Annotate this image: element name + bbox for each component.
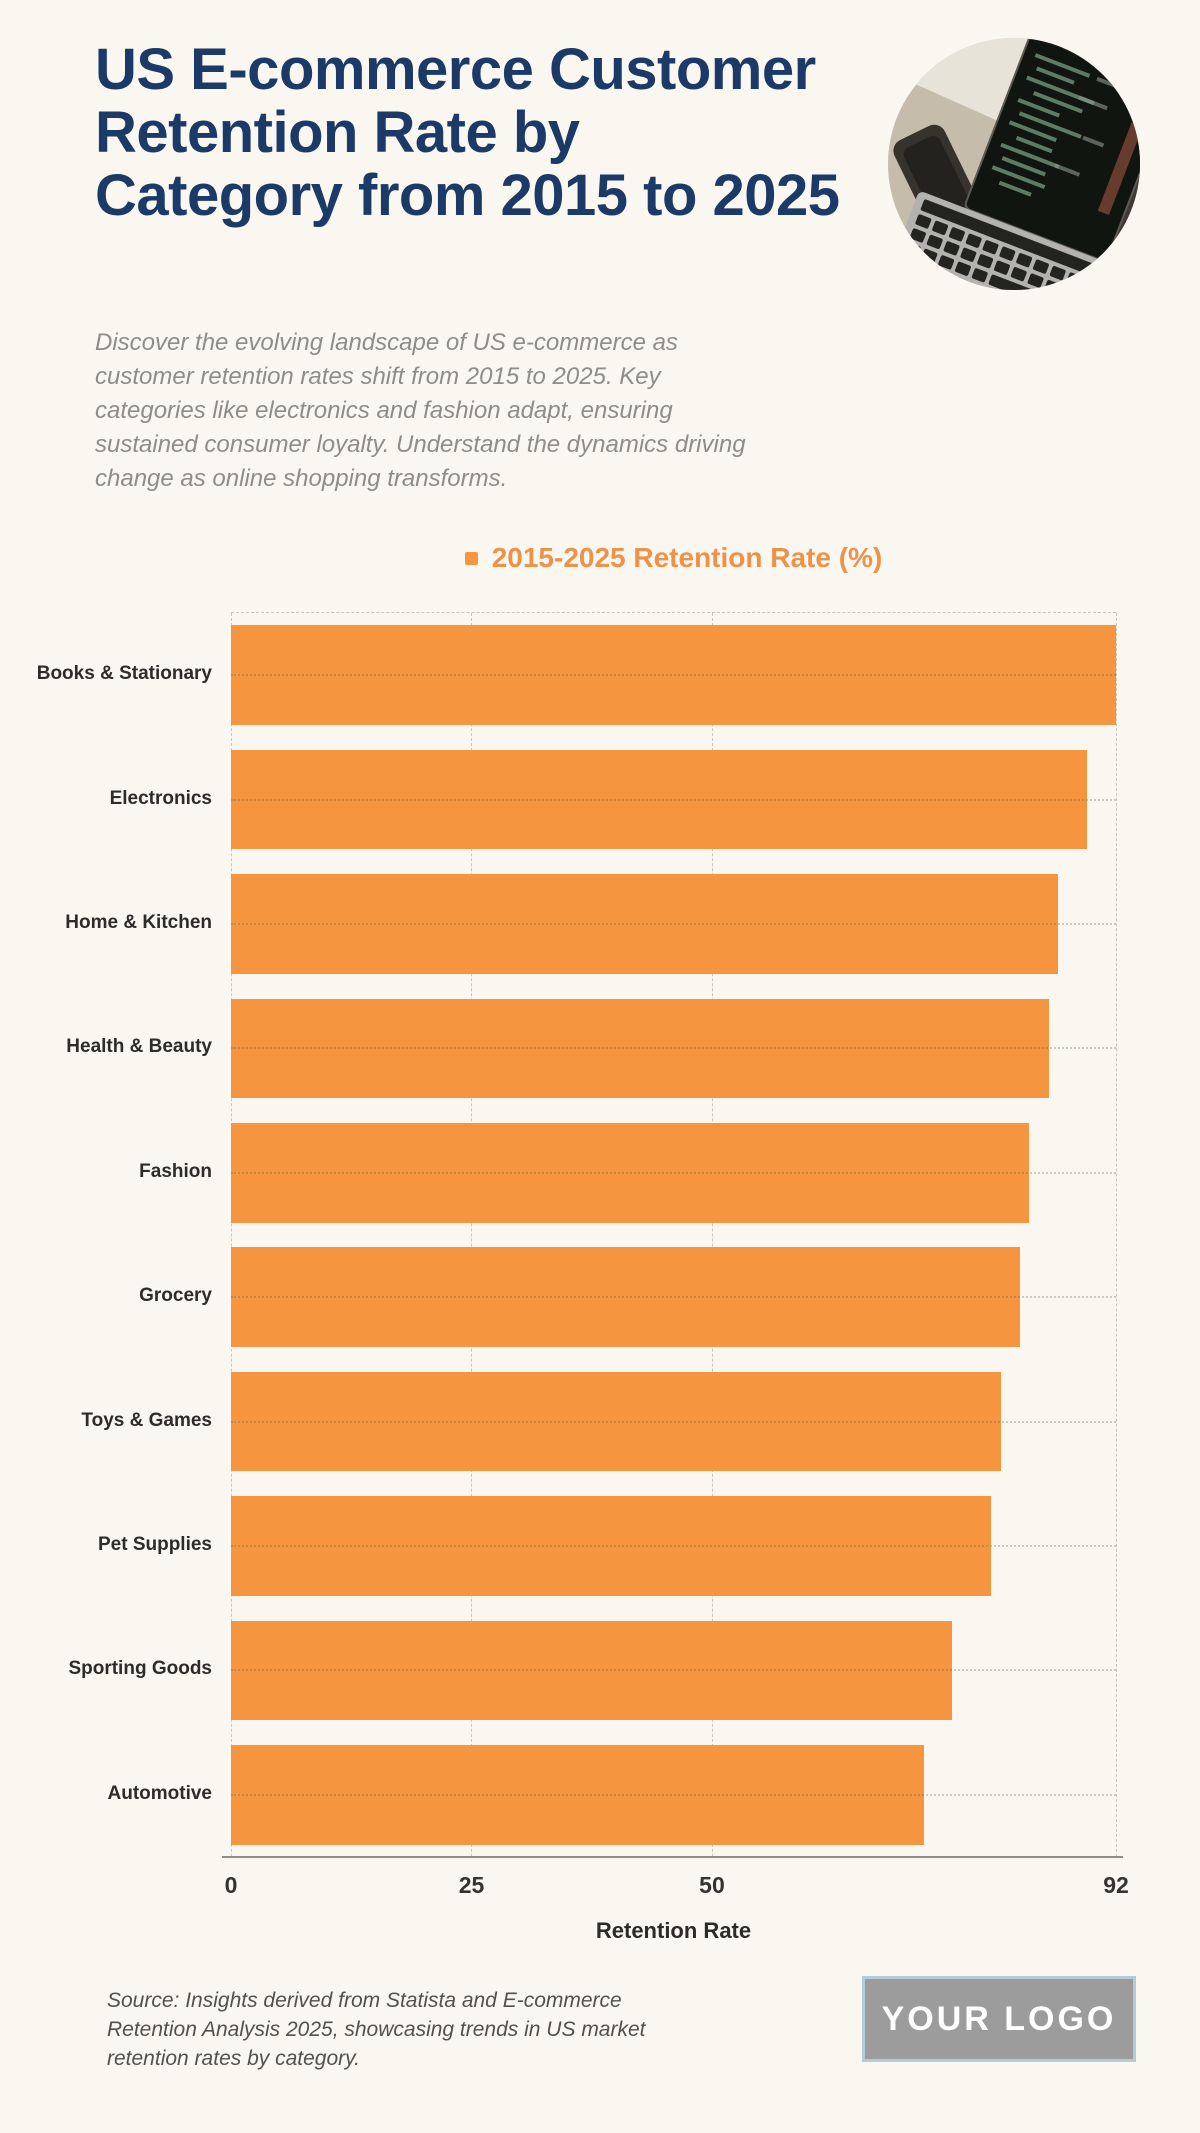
category-label: Toys & Games (81, 1409, 212, 1431)
gridline-x-25 (471, 613, 473, 1857)
bar (231, 1620, 953, 1721)
logo-text: YOUR LOGO (881, 1999, 1117, 2038)
gridline-row (231, 1047, 1116, 1050)
bar (231, 749, 1088, 850)
gridline-row (231, 798, 1116, 801)
x-tick-label-25: 25 (458, 1872, 485, 1898)
category-label: Health & Beauty (66, 1036, 212, 1058)
legend-swatch-icon (464, 551, 478, 565)
bar (231, 1745, 924, 1845)
gridline-x-92 (1116, 613, 1117, 1857)
laptop-photo (888, 38, 1140, 290)
bar (231, 1123, 1030, 1223)
bar (231, 1496, 991, 1596)
category-label: Books & Stationary (36, 663, 212, 685)
x-tick-label-92: 92 (1103, 1872, 1129, 1898)
category-labels: Books & Stationary Electronics Home & Kitc… (36, 612, 222, 1856)
category-label: Electronics (109, 787, 212, 809)
category-label: Grocery (139, 1285, 212, 1307)
intro-paragraph: Discover the evolving landscape of US e-… (95, 329, 746, 492)
category-label: Automotive (107, 1782, 213, 1804)
gridline-row (231, 1296, 1116, 1299)
gridline-row (231, 1171, 1116, 1174)
legend-label: 2015-2025 Retention Rate (%) (491, 542, 883, 573)
bar (231, 998, 1049, 1099)
bar (231, 1371, 1001, 1472)
bar (231, 874, 1059, 974)
x-axis-line (222, 1856, 1123, 1858)
category-label: Sporting Goods (68, 1658, 212, 1680)
x-ticks: 0 25 50 92 (225, 1872, 1129, 1902)
gridline-row (231, 674, 1116, 677)
page-title: US E-commerce Customer Retention Rate by… (95, 37, 840, 228)
gridline-row (231, 1545, 1116, 1547)
category-label: Fashion (139, 1160, 212, 1182)
source-note: Source: Insights derived from Statista a… (107, 1989, 646, 2070)
x-tick-label-50: 50 (699, 1872, 725, 1898)
bar (231, 1247, 1020, 1347)
chart-legend: 2015-2025 Retention Rate (%) (231, 540, 1116, 576)
gridline-row (231, 1420, 1116, 1423)
logo-box: YOUR LOGO (862, 1976, 1136, 2062)
x-tick-label-0: 0 (224, 1872, 238, 1898)
gridline-row (231, 1669, 1116, 1672)
bar (231, 625, 1116, 725)
category-label: Home & Kitchen (65, 912, 212, 933)
gridline-x-50 (711, 613, 713, 1857)
gridline-x-0 (231, 613, 232, 1857)
category-label: Pet Supplies (97, 1534, 212, 1555)
gridline-row (231, 923, 1116, 925)
x-axis-title: Retention Rate (595, 1918, 752, 1943)
plot-area (231, 612, 1117, 1857)
gridline-row (231, 1793, 1116, 1796)
